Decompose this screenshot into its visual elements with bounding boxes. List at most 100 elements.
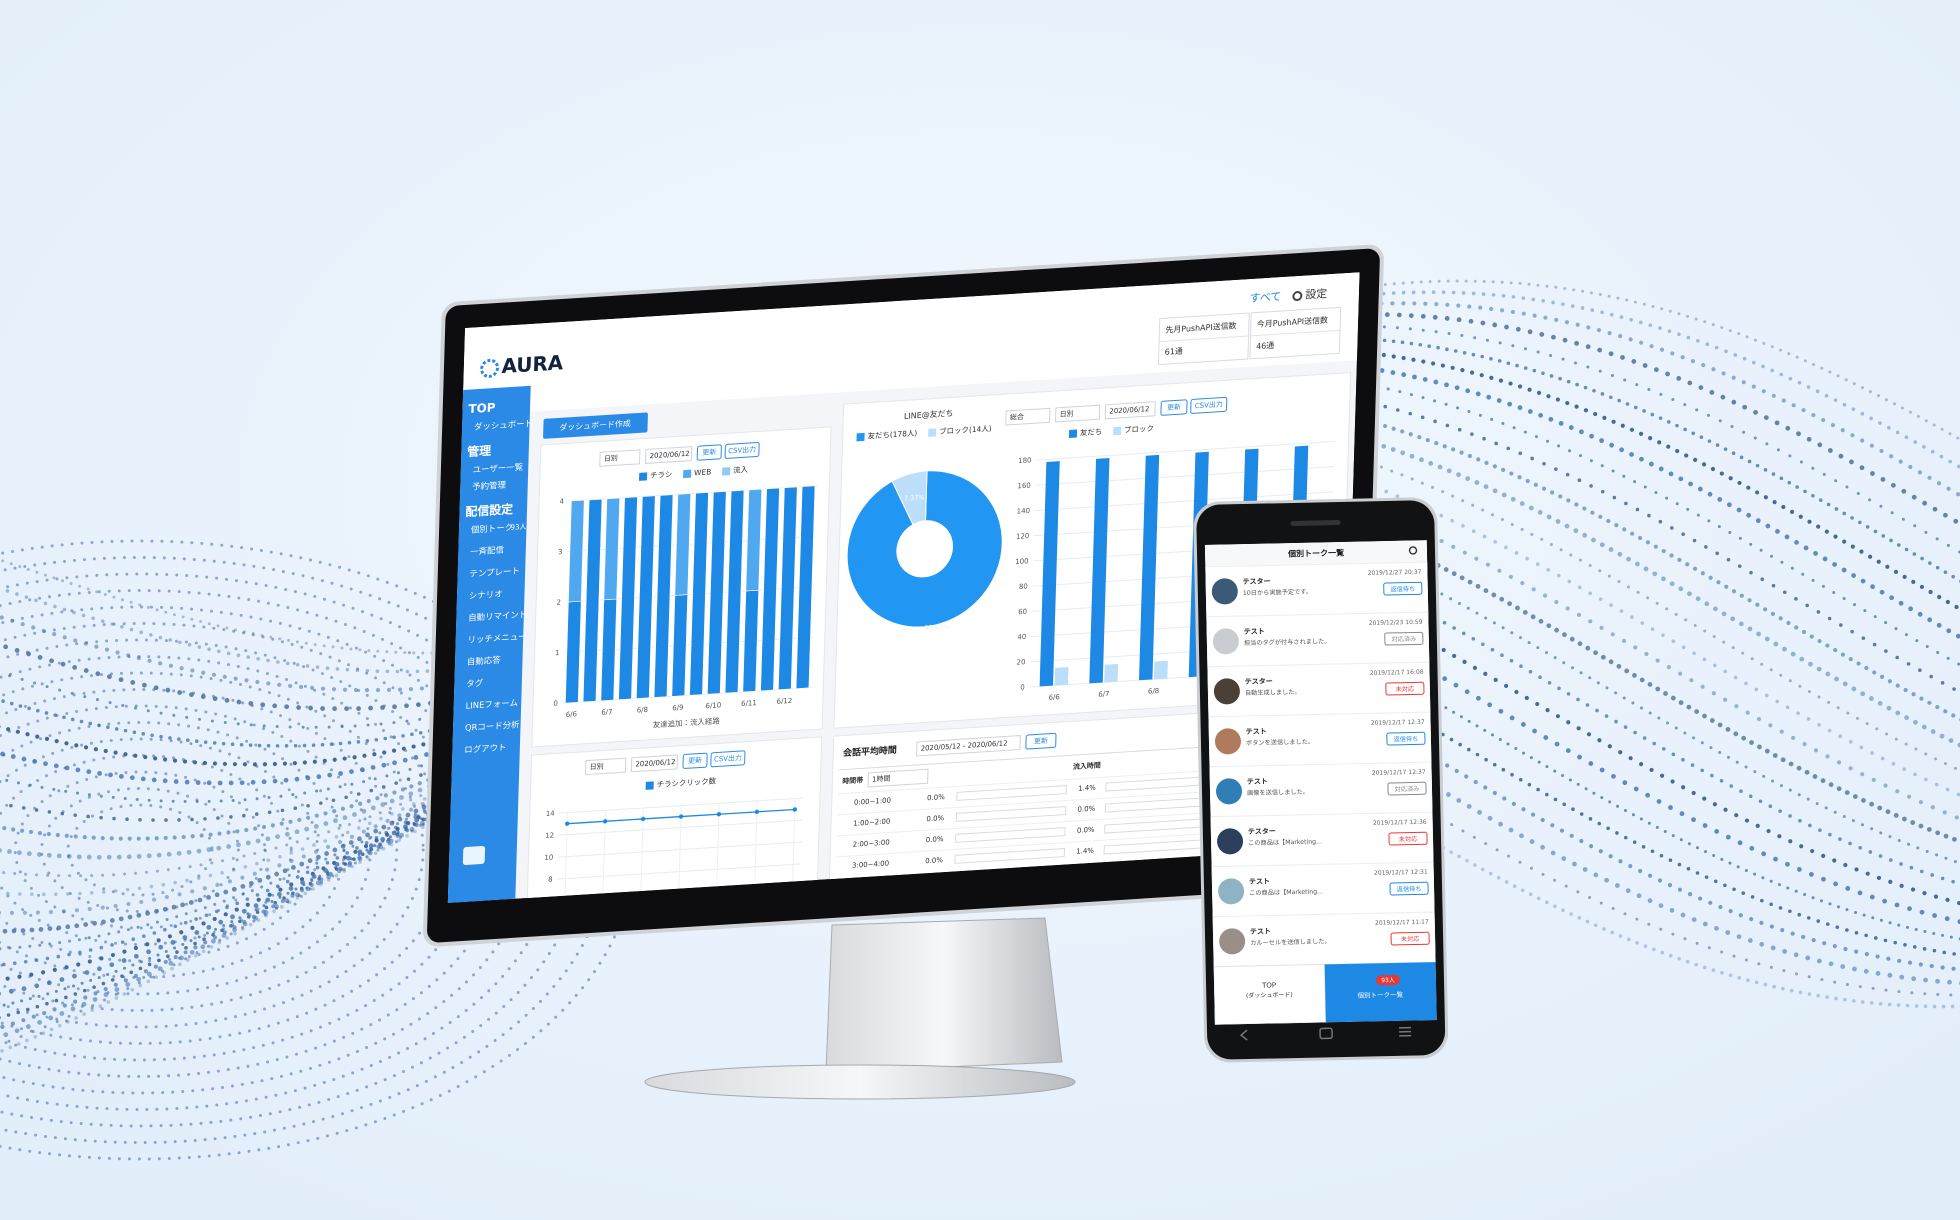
- dot-ring: [0, 754, 293, 946]
- sidebar-item[interactable]: シナリオ: [469, 589, 503, 601]
- select[interactable]: [1005, 407, 1051, 426]
- tab-talks[interactable]: [1324, 962, 1437, 1023]
- button[interactable]: [724, 442, 760, 459]
- sidebar-item[interactable]: ダッシュボード: [474, 418, 533, 432]
- dot-wave: [0, 358, 1960, 786]
- select[interactable]: [1054, 404, 1101, 423]
- legend-label: ブロック: [1124, 423, 1154, 435]
- sidebar-item[interactable]: リッチメニュー: [467, 631, 526, 645]
- nav-menu[interactable]: [1398, 1026, 1412, 1037]
- y-tick-label: 40: [1017, 633, 1026, 642]
- bar-segment: [795, 485, 816, 689]
- table-cell: 0.0%: [925, 856, 943, 865]
- table-cell: 0.0%: [926, 835, 944, 844]
- sidebar-item[interactable]: ユーザー一覧: [473, 462, 524, 475]
- progress-track: [954, 848, 1066, 864]
- table-cell: 0.0%: [927, 793, 945, 802]
- monitor-neck: [825, 917, 1063, 1073]
- avatar: [1218, 878, 1245, 905]
- table-cell: 1.4%: [1078, 784, 1096, 793]
- point: [565, 821, 570, 826]
- search-icon[interactable]: [1408, 546, 1418, 555]
- sidebar-item[interactable]: 予約管理: [472, 480, 507, 492]
- sidebar-item[interactable]: LINEフォーム: [465, 697, 518, 710]
- button-label: 更新: [1034, 736, 1048, 746]
- button-label: CSV出力: [728, 445, 756, 456]
- talk-name: テスト: [1250, 928, 1271, 936]
- y-tick-label: 0: [553, 699, 558, 707]
- sidebar-item[interactable]: QRコード分析: [465, 719, 520, 732]
- select[interactable]: [599, 449, 641, 467]
- bar-segment: [742, 589, 759, 693]
- dot-ring: [0, 671, 425, 1029]
- filter-link: すべて: [1249, 290, 1281, 305]
- x-tick-label: 6/6: [1048, 693, 1059, 702]
- date-range[interactable]: [915, 735, 1021, 757]
- talk-name: テスター: [1248, 826, 1276, 836]
- y-tick-label: 20: [1016, 658, 1025, 667]
- v-grid-line: [754, 800, 758, 889]
- bar-segment: [674, 493, 692, 596]
- talk-message: 自動生成しました。: [1245, 688, 1301, 697]
- legend-label: 流入: [733, 464, 749, 475]
- y-tick-label: 2: [556, 598, 561, 606]
- legend-swatch: [856, 432, 865, 442]
- grid-line: [1034, 491, 1334, 511]
- select[interactable]: [644, 446, 693, 464]
- select[interactable]: [867, 768, 929, 788]
- legend-label: 友だち(178人): [867, 428, 917, 441]
- bar-segment: [600, 598, 617, 702]
- talk-time: 2019/12/17 12:37: [1371, 719, 1425, 727]
- bar-segment: [689, 492, 709, 696]
- dot-ring: [40, 787, 240, 913]
- push-stat-divider: [1250, 329, 1341, 337]
- y-tick-label: 160: [1017, 482, 1030, 491]
- select-label: 総合: [1010, 412, 1024, 422]
- sidebar-item[interactable]: 自動リマインド: [468, 609, 527, 623]
- settings-icon[interactable]: [1292, 291, 1303, 302]
- sidebar: [447, 385, 531, 903]
- logo-mark: [480, 358, 500, 378]
- point: [716, 812, 722, 817]
- sidebar-item[interactable]: 自動応答: [467, 655, 502, 667]
- sidebar-item[interactable]: ログアウト: [464, 742, 506, 755]
- sidebar-item[interactable]: テンプレート: [469, 566, 520, 579]
- y-tick-label: 100: [1015, 557, 1028, 566]
- nav-back[interactable]: [1239, 1029, 1248, 1041]
- button[interactable]: [696, 444, 722, 461]
- select-label: 2020/06/12: [1109, 405, 1149, 416]
- button[interactable]: [1025, 732, 1057, 750]
- dot-ring: [0, 737, 320, 963]
- button[interactable]: [682, 752, 708, 769]
- button[interactable]: [1190, 396, 1228, 414]
- talk-message: カルーセルを送信しました。: [1250, 937, 1331, 947]
- y-tick-label: 80: [1019, 582, 1028, 591]
- legend-label: ブロック(14人): [939, 423, 992, 436]
- point: [602, 819, 608, 824]
- create-button[interactable]: [543, 412, 648, 439]
- sidebar-item[interactable]: 一斉配信: [470, 545, 505, 557]
- bar-segment: [568, 499, 585, 603]
- button[interactable]: [1160, 399, 1188, 416]
- sidebar-item[interactable]: タグ: [466, 678, 484, 689]
- select[interactable]: [585, 757, 627, 776]
- tab-top[interactable]: [1213, 963, 1327, 1025]
- select[interactable]: [630, 754, 678, 773]
- bar-segment: [745, 488, 763, 592]
- talk-message: 担当のタグが付与されました。: [1244, 637, 1331, 647]
- dot-wave: [0, 662, 1960, 1047]
- nav-home[interactable]: [1319, 1027, 1333, 1040]
- v-grid-line: [792, 798, 796, 887]
- x-tick-label: 6/7: [1098, 690, 1109, 699]
- table-header: 時間帯: [842, 775, 863, 785]
- sidebar-item[interactable]: 個別トーク: [471, 522, 513, 535]
- y-tick-label: 1: [555, 649, 560, 657]
- chat-icon[interactable]: [462, 845, 486, 865]
- y-tick-label: 10: [544, 853, 553, 862]
- create-button-label: ダッシュボード作成: [559, 418, 631, 432]
- bar-segment: [778, 486, 798, 691]
- select[interactable]: [1104, 401, 1156, 420]
- button[interactable]: [710, 750, 746, 768]
